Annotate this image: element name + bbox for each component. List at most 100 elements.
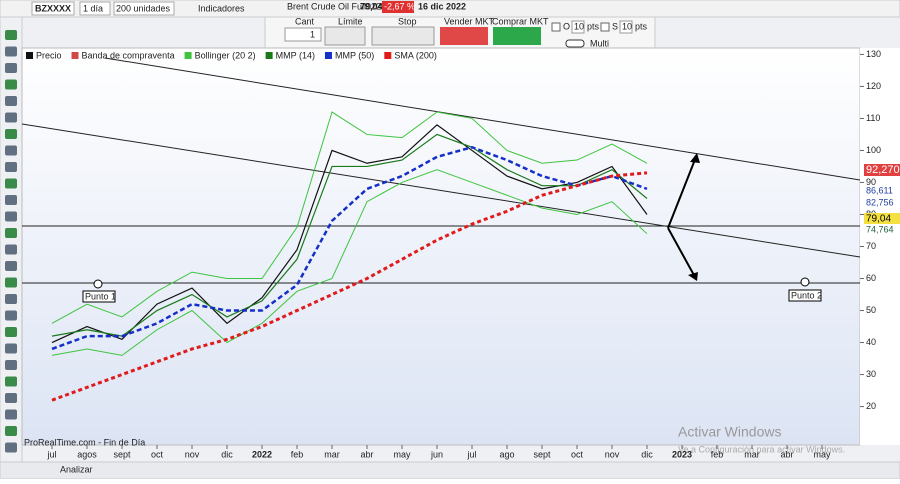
tool-icon [5,211,17,222]
y-tick-label: 120 [866,81,881,91]
bollinger-upper [51,111,648,324]
units-box[interactable] [113,1,175,16]
tool-icon [5,409,17,420]
y-tick-label: 70 [866,241,876,251]
o-checkbox[interactable] [551,22,561,32]
x-tick-label: agos [77,449,97,459]
change: -2,67 % [384,1,415,11]
trend-line [21,123,861,258]
tool-icon [5,343,17,354]
x-tick-label: ago [499,449,514,459]
qty-input[interactable] [284,27,322,42]
watermark-sub: Ve a Configuración para activar Windows. [678,444,845,454]
x-tick-label: jun [430,449,443,459]
plot-area [21,47,861,446]
y-tick-label: 130 [866,49,881,59]
period: 1 día [83,3,103,13]
legend-label: Precio [36,50,62,60]
y-tick-label: 30 [866,369,876,379]
o-pts: 10 [574,21,584,31]
tool-icon [5,129,17,139]
x-tick-label: 2023 [672,449,692,459]
s-checkbox[interactable] [600,22,610,32]
tool-icon [5,63,17,73]
x-tick-label: dic [221,449,233,459]
legend-swatch [26,52,33,59]
y-tick-label: 40 [866,337,876,347]
footer: ProRealTime.com - Fin de Día [24,437,145,447]
tool-icon [5,96,17,106]
multi-toggle[interactable] [565,39,585,48]
legend-label: Bollinger (20 2) [195,50,256,60]
arrow-up [667,156,697,229]
legend-swatch [265,52,273,59]
price-label-box [864,197,900,209]
legend-swatch [184,52,192,59]
s-input[interactable] [619,20,633,34]
x-tick-label: jul [46,449,56,459]
buy-button[interactable] [493,27,541,45]
multi: Multi [590,38,609,48]
tool-icon [5,294,17,304]
tool-icon [5,426,17,436]
s-pts: 10 [622,21,632,31]
change-box [382,1,414,13]
x-tick-label: abr [780,449,793,459]
tool-icon [5,228,17,238]
indicators[interactable]: Indicadores [198,3,245,13]
point-marker [800,277,810,287]
y-axis-area [860,48,900,445]
arrow-head [688,272,698,281]
buy-label: Comprar MKT [492,16,549,26]
series-line [51,171,648,402]
tool-icon [5,46,17,57]
y-tick-label: 60 [866,273,876,283]
stop-label: Stop [398,16,417,26]
tool-icon [5,360,17,370]
tool-icon [5,79,17,90]
tool-icon [5,162,17,172]
arrow-down [667,227,696,278]
x-tick-label: nov [605,449,620,459]
date: 16 dic 2022 [418,1,466,11]
tool-icon [5,112,17,123]
legend: Precio Banda de compraventa Bollinger (20 … [26,50,437,60]
x-tick-label: sept [113,449,131,459]
price-label: 79,04 [866,214,891,225]
y-tick-label: 90 [866,177,876,187]
tool-icon [5,277,17,288]
o-label: O [563,21,570,31]
price-label: 92,270 [866,164,900,176]
qty-label: Cant [295,16,315,26]
series-line [51,145,648,351]
legend-label: Banda de compraventa [82,50,175,60]
x-tick-label: feb [291,449,304,459]
stop-buttons[interactable] [371,26,435,46]
o-input[interactable] [571,20,585,34]
tool-icon [5,442,17,453]
symbol: BZXXXX [35,3,71,13]
annotation-box [788,289,822,302]
x-tick-label: abr [360,449,373,459]
legend-swatch [71,52,79,59]
price-label: 82,756 [866,197,894,207]
symbol-box[interactable] [31,1,75,16]
price: 79,04 [360,1,383,11]
x-tick-label: dic [641,449,653,459]
analyze[interactable]: Analizar [60,464,93,474]
price-label-box [864,213,900,225]
x-tick-label: feb [711,449,724,459]
sell-button[interactable] [440,27,488,45]
price-label-box [864,224,900,236]
tool-icon [5,30,17,40]
o-pts-unit: pts [587,21,600,31]
s-pts-unit: pts [635,21,648,31]
price-label: 74,764 [866,224,894,234]
y-tick-label: 110 [866,113,880,123]
x-tick-label: mar [324,449,340,459]
period-box[interactable] [79,1,111,16]
price-label: 86,611 [866,185,893,195]
limit-buttons[interactable] [324,26,366,46]
